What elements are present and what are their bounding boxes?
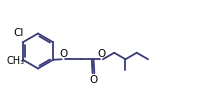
Text: O: O xyxy=(97,49,105,59)
Text: O: O xyxy=(59,49,67,59)
Text: CH₃: CH₃ xyxy=(7,56,25,66)
Text: Cl: Cl xyxy=(14,28,24,38)
Text: O: O xyxy=(89,75,98,85)
